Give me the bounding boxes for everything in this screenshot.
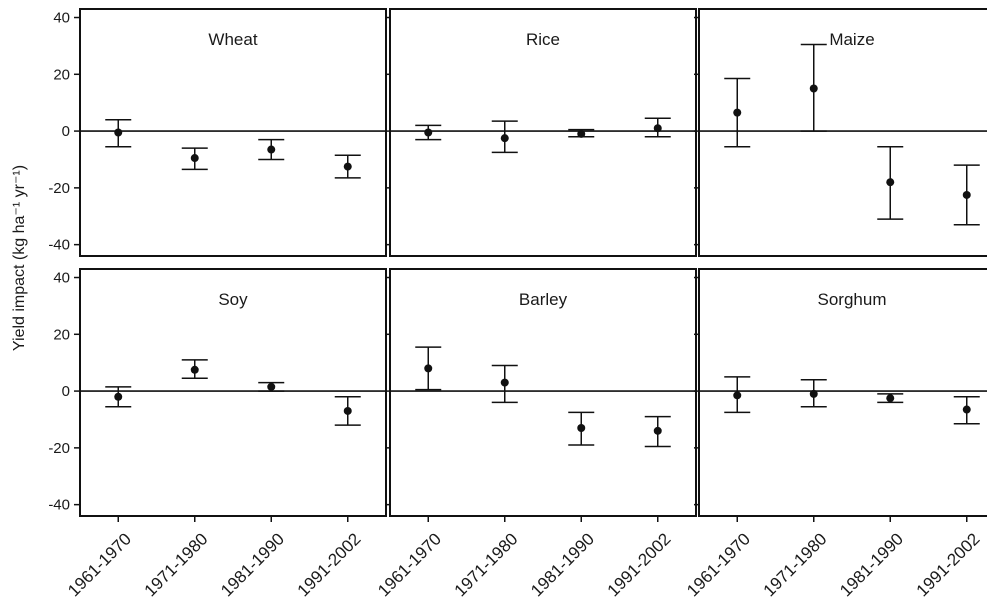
data-point	[190, 154, 199, 163]
y-axis-label: Yield impact (kg ha⁻¹ yr⁻¹)	[11, 165, 28, 351]
x-tick-label: 1971-1980	[451, 529, 522, 600]
x-tick-label: 1981-1990	[217, 529, 288, 600]
data-point	[733, 391, 742, 400]
y-tick-label: -20	[48, 440, 70, 457]
data-point	[962, 190, 971, 199]
data-point	[190, 365, 199, 374]
panel-title-rice: Rice	[526, 30, 560, 49]
data-point	[809, 389, 818, 398]
panel-frame	[389, 268, 697, 517]
panel-wheat: Wheat -40 -20 0 20 40	[48, 8, 387, 257]
x-tick-label: 1991-2002	[604, 529, 675, 600]
panel-title-maize: Maize	[829, 30, 874, 49]
data-point	[343, 406, 352, 415]
x-tick-label: 1971-1980	[141, 529, 212, 600]
data-point	[267, 382, 276, 391]
x-tick-label: 1991-2002	[913, 529, 984, 600]
x-tick-label: 1971-1980	[760, 529, 831, 600]
panel-frame	[79, 268, 387, 517]
y-tick-label: 0	[62, 123, 70, 140]
data-point	[500, 378, 509, 387]
data-point	[343, 162, 352, 171]
y-tick-label: 20	[53, 66, 70, 83]
data-point	[653, 124, 662, 133]
panel-title-wheat: Wheat	[208, 30, 257, 49]
x-tick-label: 1961-1970	[374, 529, 445, 600]
x-tick-label: 1981-1990	[527, 529, 598, 600]
y-tick-label: 20	[53, 326, 70, 343]
data-point	[267, 145, 276, 154]
data-point	[424, 364, 433, 373]
x-tick-label: 1961-1970	[64, 529, 135, 600]
panel-frame	[698, 268, 987, 517]
y-tick-label: 40	[53, 270, 70, 287]
y-tick-label: -40	[48, 237, 70, 254]
data-point	[809, 84, 818, 93]
y-tick-label: 40	[53, 10, 70, 27]
data-point	[500, 134, 509, 143]
data-point	[733, 108, 742, 117]
data-point	[577, 129, 586, 138]
data-point	[424, 128, 433, 137]
panel-title-soy: Soy	[218, 290, 248, 309]
x-tick-label: 1991-2002	[294, 529, 365, 600]
panel-soy: Soy -40 -20 0 20 40 1961-1970 1971-1980 1981-199…	[48, 268, 387, 600]
panel-frame	[389, 8, 697, 257]
panel-title-barley: Barley	[519, 290, 568, 309]
data-point	[886, 394, 895, 403]
panel-title-sorghum: Sorghum	[818, 290, 887, 309]
panel-maize: Maize	[694, 8, 987, 257]
panel-sorghum: Sorghum 1961-1970 1971-1980 1981-1990 1991-2…	[683, 268, 987, 600]
panel-frame	[79, 8, 387, 257]
panel-barley: Barley 1961-1970 1971-1980 1981-1990 1991-20…	[374, 268, 697, 600]
data-point	[653, 426, 662, 435]
y-tick-label: -20	[48, 180, 70, 197]
data-point	[577, 423, 586, 432]
y-tick-label: -40	[48, 497, 70, 514]
y-tick-label: 0	[62, 383, 70, 400]
data-point	[886, 178, 895, 187]
panel-rice: Rice	[385, 8, 697, 257]
x-tick-label: 1981-1990	[836, 529, 907, 600]
data-point	[962, 405, 971, 414]
panel-grid: Wheat -40 -20 0 20 40 Rice Maize Soy -40 -20 0 20 40 1…	[48, 8, 987, 600]
data-point	[114, 128, 123, 137]
data-point	[114, 392, 123, 401]
panel-frame	[698, 8, 987, 257]
x-tick-label: 1961-1970	[683, 529, 754, 600]
